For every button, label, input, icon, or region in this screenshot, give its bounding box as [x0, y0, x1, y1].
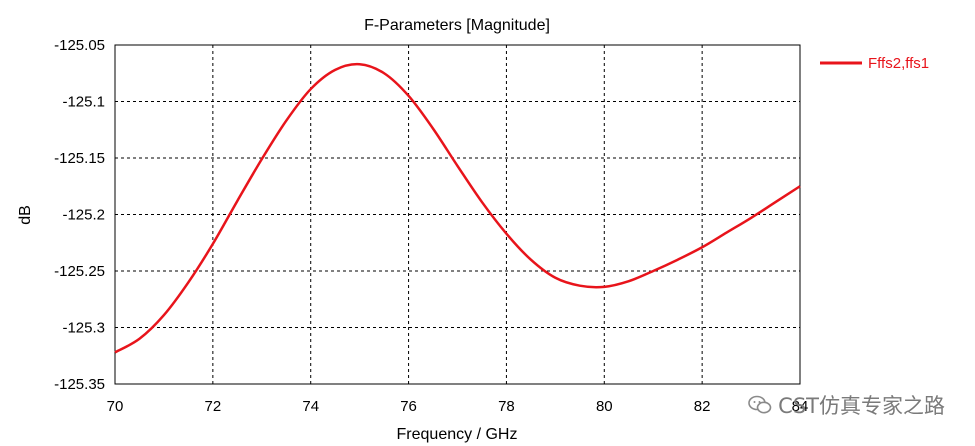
x-axis: 70 72 74 76 78 80 82 84 [107, 398, 809, 415]
x-axis-label: Frequency / GHz [397, 426, 518, 443]
y-tick-label: -125.35 [54, 376, 105, 393]
wechat-icon [748, 395, 772, 414]
x-tick-label: 82 [694, 398, 711, 415]
grid-lines [115, 45, 800, 384]
y-axis: -125.05 -125.1 -125.15 -125.2 -125.25 -125.3 -… [54, 37, 105, 393]
x-tick-label: 70 [107, 398, 124, 415]
x-tick-label: 74 [302, 398, 319, 415]
y-tick-label: -125.1 [62, 94, 105, 111]
y-axis-label: dB [17, 205, 34, 225]
watermark-text: CST仿真专家之路 [778, 394, 945, 418]
series-layer [114, 62, 801, 354]
plot-area [114, 44, 801, 385]
x-tick-label: 72 [205, 398, 222, 415]
y-tick-label: -125.15 [54, 150, 105, 167]
legend: Fffs2,ffs1 [820, 55, 929, 72]
y-tick-label: -125.05 [54, 37, 105, 54]
y-tick-label: -125.3 [62, 320, 105, 337]
watermark: CST仿真专家之路 [748, 390, 945, 420]
x-tick-label: 80 [596, 398, 613, 415]
y-tick-label: -125.2 [62, 207, 105, 224]
chart-title: F-Parameters [Magnitude] [364, 17, 550, 34]
x-tick-label: 78 [498, 398, 515, 415]
series-line [114, 62, 801, 354]
x-tick-label: 84 [792, 398, 809, 415]
legend-label: Fffs2,ffs1 [868, 55, 929, 72]
y-tick-label: -125.25 [54, 263, 105, 280]
x-tick-label: 76 [400, 398, 417, 415]
